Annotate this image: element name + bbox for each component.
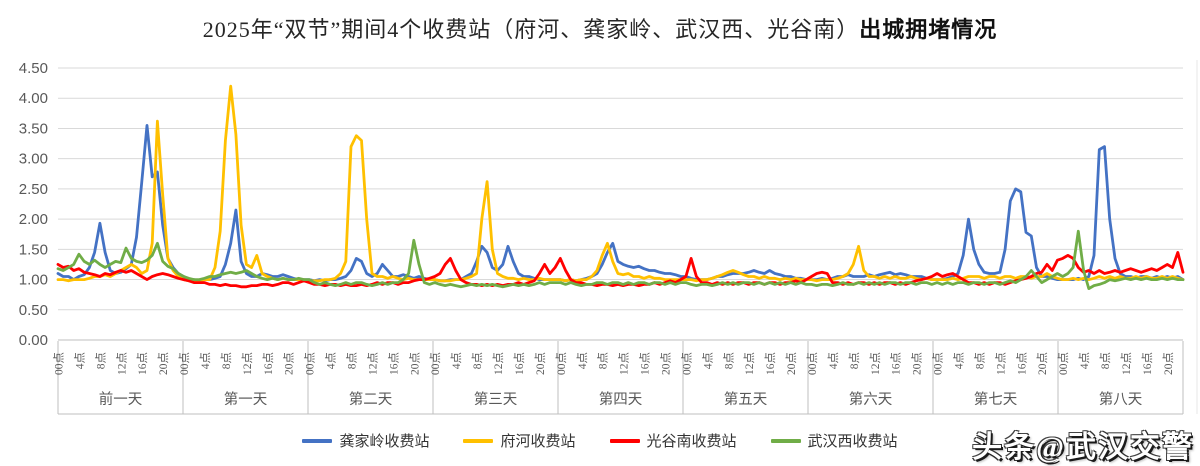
series-line-3 (56, 229, 1185, 291)
x-axis-hour-label: 00点 (680, 352, 693, 375)
y-axis-tick-label: 0.00 (19, 332, 48, 349)
x-axis-hour-label: 00点 (1057, 352, 1070, 375)
y-axis-tick-label: 1.00 (19, 272, 48, 289)
x-axis-hour-label: 8点 (471, 352, 484, 369)
legend-label-guanggunan: 光谷南收费站 (646, 434, 737, 450)
x-axis-day-label: 第二天 (349, 390, 393, 408)
x-axis-day-label: 第七天 (974, 390, 1018, 408)
y-axis-tick-label: 2.50 (19, 181, 48, 198)
legend-line-swatch-wuhanxi (770, 438, 801, 443)
x-axis-hour-label: 20点 (283, 352, 296, 375)
x-axis-hour-label: 4点 (1078, 352, 1091, 369)
legend-line-swatch-gongjialing (302, 438, 333, 443)
x-axis-hour-label: 4点 (953, 352, 966, 369)
x-axis-hour-label: 16点 (764, 352, 777, 375)
x-axis-hour-label: 8点 (722, 352, 735, 369)
x-axis-day-label: 第四天 (599, 390, 643, 408)
x-axis-day-label: 第一天 (224, 390, 268, 408)
x-axis-hour-label: 8点 (597, 352, 610, 369)
x-axis-hour-label: 16点 (136, 352, 149, 375)
x-axis-hour-label: 4点 (827, 352, 840, 369)
x-axis-hour-label: 4点 (73, 352, 86, 369)
x-axis-hour-label: 20点 (1036, 352, 1049, 375)
x-axis-hour-label: 4点 (325, 352, 338, 369)
legend-item-fuhe: 府河收费站 (463, 430, 576, 451)
x-axis-hour-label: 12点 (1120, 352, 1133, 375)
x-axis-hour-label: 00点 (555, 352, 568, 375)
x-axis-hour-label: 00点 (53, 352, 66, 375)
x-axis-hour-label: 12点 (241, 352, 254, 375)
legend-line-swatch-guanggunan (609, 438, 640, 443)
x-axis-hour-label: 00点 (932, 352, 945, 375)
x-axis-hour-label: 20点 (911, 352, 924, 375)
legend-item-gongjialing: 龚家岭收费站 (302, 430, 429, 451)
x-axis-hour-label: 16点 (387, 352, 400, 375)
x-axis-hour-label: 4点 (576, 352, 589, 369)
legend-item-guanggunan: 光谷南收费站 (609, 430, 737, 451)
legend-item-wuhanxi: 武汉西收费站 (770, 430, 898, 451)
x-axis-hour-label: 8点 (94, 352, 107, 369)
series-line-0 (56, 124, 1185, 283)
x-axis-day-label: 前一天 (99, 391, 143, 408)
x-axis-hour-label: 16点 (262, 352, 275, 375)
legend-label-fuhe: 府河收费站 (500, 434, 576, 450)
x-axis-hour-label: 12点 (115, 352, 128, 375)
x-axis-hour-label: 20点 (534, 352, 547, 375)
chart-title-regular: 2025年“双节”期间4个收费站（府河、龚家岭、武汉西、光谷南） (202, 17, 860, 42)
x-axis-hour-label: 16点 (890, 352, 903, 375)
x-axis-hour-label: 12点 (366, 352, 379, 375)
x-axis-hour-label: 20点 (1162, 352, 1175, 375)
x-axis-hour-label: 16点 (1015, 352, 1028, 375)
x-axis-day-label: 第五天 (724, 390, 768, 408)
x-axis-hour-label: 00点 (429, 352, 442, 375)
x-axis-hour-label: 8点 (220, 352, 233, 369)
series-line-1 (56, 84, 1185, 283)
y-axis-tick-label: 2.00 (19, 211, 48, 228)
y-axis-tick-label: 1.50 (19, 241, 48, 258)
x-axis-hour-label: 12点 (618, 352, 631, 375)
x-axis-hour-label: 16点 (513, 352, 526, 375)
x-axis-hour-label: 12点 (492, 352, 505, 375)
x-axis-hour-label: 20点 (157, 352, 170, 375)
x-axis-day-label: 第八天 (1099, 390, 1143, 408)
x-axis-day-label: 第三天 (474, 390, 518, 408)
x-axis-hour-label: 16点 (639, 352, 652, 375)
x-axis-hour-label: 20点 (408, 352, 421, 375)
x-axis-hour-label: 8点 (848, 352, 861, 369)
x-axis-day-label: 第六天 (849, 390, 893, 408)
legend-label-wuhanxi: 武汉西收费站 (807, 434, 898, 450)
chart-title: 2025年“双节”期间4个收费站（府河、龚家岭、武汉西、光谷南）出城拥堵情况 (0, 12, 1200, 44)
x-axis-hour-label: 20点 (785, 352, 798, 375)
chart-title-bold: 出城拥堵情况 (859, 17, 998, 42)
x-axis-hour-label: 12点 (994, 352, 1007, 375)
x-axis-hour-label: 4点 (199, 352, 212, 369)
x-axis-hour-label: 4点 (450, 352, 463, 369)
x-axis-hour-label: 8点 (973, 352, 986, 369)
x-axis-hour-label: 20点 (659, 352, 672, 375)
legend-line-swatch-fuhe (463, 438, 494, 443)
y-axis-tick-label: 3.00 (19, 151, 48, 168)
y-axis-tick-label: 3.50 (19, 120, 48, 137)
y-axis-tick-label: 0.50 (19, 302, 48, 319)
x-axis-hour-label: 00点 (304, 352, 317, 375)
x-axis-hour-label: 8点 (1099, 352, 1112, 369)
x-axis-hour-label: 00点 (806, 352, 819, 375)
watermark-toutiao-wuhan-traffic-police: 头条@武汉交警 (972, 431, 1194, 464)
x-axis-hour-label: 4点 (701, 352, 714, 369)
y-axis-tick-label: 4.50 (19, 60, 48, 77)
x-axis-hour-label: 12点 (743, 352, 756, 375)
y-axis-tick-label: 4.00 (19, 90, 48, 107)
chart-legend: 龚家岭收费站 府河收费站 光谷南收费站 武汉西收费站 (0, 430, 1200, 451)
x-axis-hour-label: 8点 (346, 352, 359, 369)
x-axis-hour-label: 00点 (178, 352, 191, 375)
x-axis-hour-label: 16点 (1141, 352, 1154, 375)
x-axis-hour-label: 12点 (869, 352, 882, 375)
legend-label-gongjialing: 龚家岭收费站 (339, 434, 430, 450)
